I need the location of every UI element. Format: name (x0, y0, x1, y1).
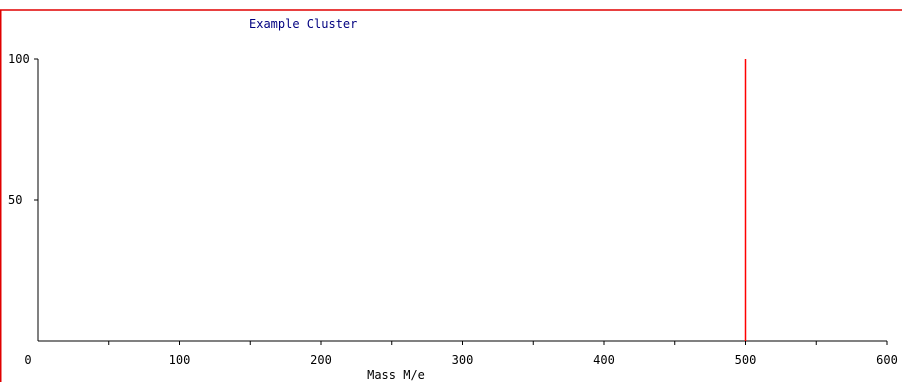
x-tick-label-500: 500 (735, 353, 757, 367)
chart-marks: 0 100 200 300 400 500 600 50 100 (8, 52, 898, 367)
x-tick-label-400: 400 (593, 353, 615, 367)
x-tick-label-0: 0 (24, 353, 31, 367)
x-tick-label-600: 600 (876, 353, 898, 367)
x-tick-label-300: 300 (452, 353, 474, 367)
x-tick-label-200: 200 (310, 353, 332, 367)
y-tick-label-50: 50 (8, 193, 22, 207)
y-tick-label-100: 100 (8, 52, 30, 66)
chart-title: Example Cluster (249, 17, 357, 31)
x-axis-label: Mass M/e (367, 368, 425, 382)
x-tick-label-100: 100 (169, 353, 191, 367)
